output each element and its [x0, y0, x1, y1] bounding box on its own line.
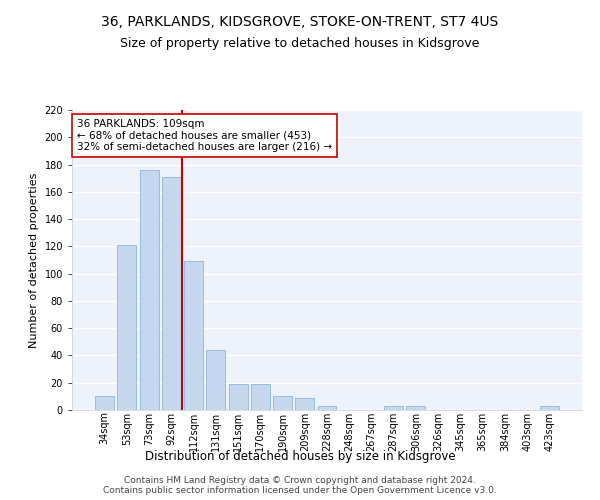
Bar: [229, 384, 248, 410]
Text: 36 PARKLANDS: 109sqm
← 68% of detached houses are smaller (453)
32% of semi-deta: 36 PARKLANDS: 109sqm ← 68% of detached h…: [77, 119, 332, 152]
Bar: [384, 406, 403, 410]
Bar: [273, 396, 292, 410]
Bar: [406, 406, 425, 410]
Bar: [251, 384, 270, 410]
Bar: [206, 350, 225, 410]
Bar: [95, 396, 114, 410]
Bar: [540, 406, 559, 410]
Text: Size of property relative to detached houses in Kidsgrove: Size of property relative to detached ho…: [121, 38, 479, 51]
Bar: [140, 170, 158, 410]
Bar: [317, 406, 337, 410]
Text: Contains public sector information licensed under the Open Government Licence v3: Contains public sector information licen…: [103, 486, 497, 495]
Y-axis label: Number of detached properties: Number of detached properties: [29, 172, 39, 348]
Text: 36, PARKLANDS, KIDSGROVE, STOKE-ON-TRENT, ST7 4US: 36, PARKLANDS, KIDSGROVE, STOKE-ON-TRENT…: [101, 15, 499, 29]
Text: Contains HM Land Registry data © Crown copyright and database right 2024.: Contains HM Land Registry data © Crown c…: [124, 476, 476, 485]
Bar: [184, 262, 203, 410]
Bar: [118, 245, 136, 410]
Text: Distribution of detached houses by size in Kidsgrove: Distribution of detached houses by size …: [145, 450, 455, 463]
Bar: [162, 177, 181, 410]
Bar: [295, 398, 314, 410]
